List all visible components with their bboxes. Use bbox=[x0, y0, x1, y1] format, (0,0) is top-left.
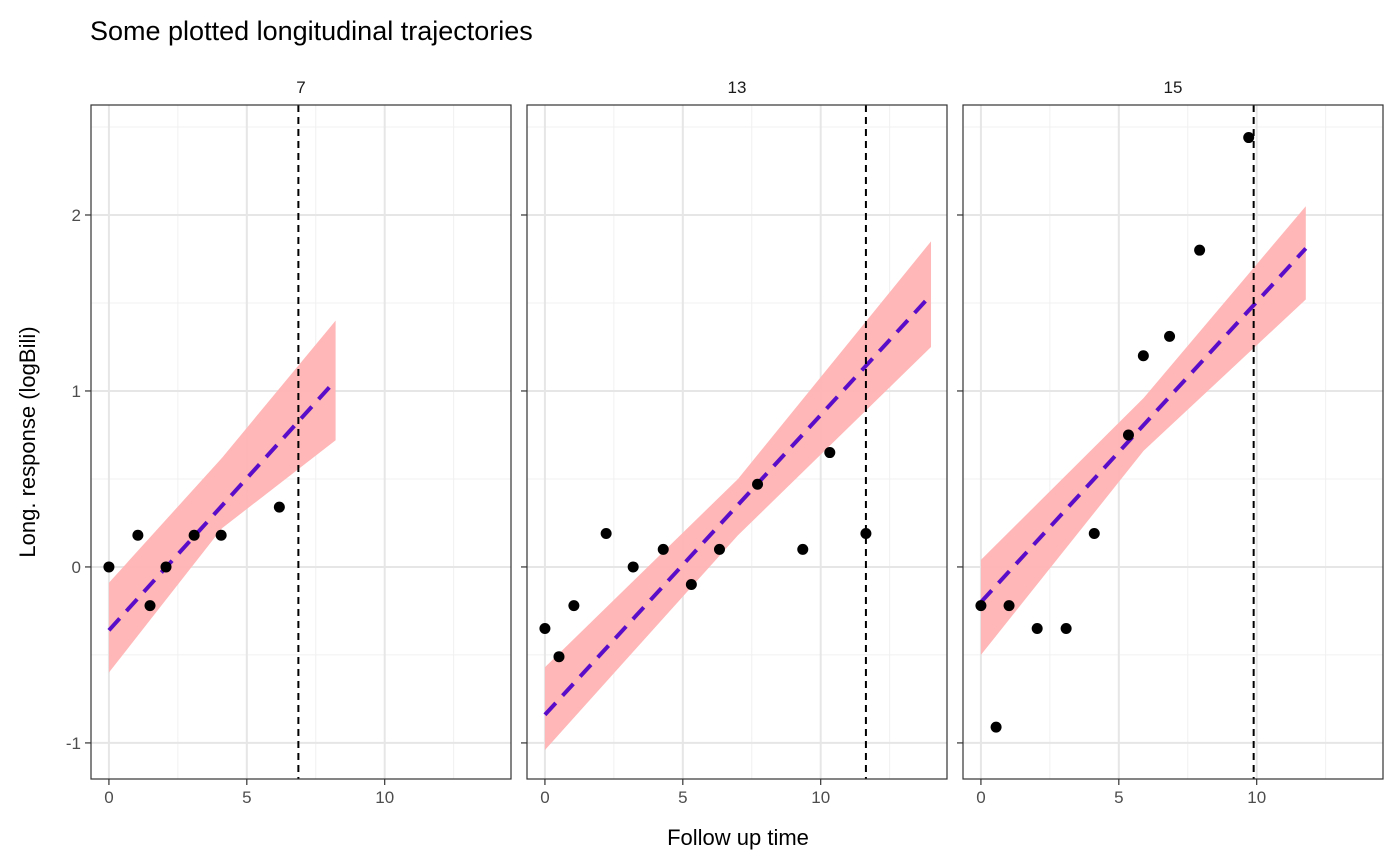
x-tick-label: 0 bbox=[976, 788, 985, 807]
data-point bbox=[685, 579, 697, 591]
data-point bbox=[824, 447, 836, 459]
x-axis-label: Follow up time bbox=[667, 825, 809, 850]
data-point bbox=[103, 561, 115, 573]
y-axis-label: Long. response (logBili) bbox=[15, 326, 40, 557]
x-tick-label: 10 bbox=[811, 788, 830, 807]
data-point bbox=[1137, 350, 1149, 362]
data-point bbox=[797, 543, 809, 555]
data-point bbox=[568, 600, 580, 612]
confidence-band bbox=[108, 320, 336, 673]
data-point bbox=[975, 600, 987, 612]
data-point bbox=[1003, 600, 1015, 612]
fitted-line bbox=[107, 379, 338, 632]
x-tick-label: 5 bbox=[1114, 788, 1123, 807]
panel-border bbox=[526, 104, 948, 780]
confidence-band bbox=[980, 206, 1306, 655]
data-point bbox=[1060, 623, 1072, 635]
fitted-line bbox=[979, 247, 1308, 604]
panel-border bbox=[90, 104, 512, 780]
facet-strip-label: 15 bbox=[1164, 78, 1183, 97]
facet-panel-15: 15 0 5 10 bbox=[957, 78, 1384, 807]
data-point bbox=[1031, 623, 1043, 635]
data-point bbox=[1194, 244, 1206, 256]
confidence-band bbox=[544, 241, 932, 750]
y-tick-label: 2 bbox=[72, 206, 81, 225]
data-point bbox=[600, 528, 612, 540]
x-tick-label: 0 bbox=[104, 788, 113, 807]
facet-strip-label: 7 bbox=[296, 78, 305, 97]
data-point bbox=[860, 528, 872, 540]
data-point bbox=[273, 501, 285, 513]
data-point bbox=[627, 561, 639, 573]
data-point bbox=[144, 600, 156, 612]
x-tick-label: 5 bbox=[242, 788, 251, 807]
data-point bbox=[1088, 528, 1100, 540]
chart-title: Some plotted longitudinal trajectories bbox=[90, 16, 533, 46]
data-point bbox=[215, 529, 227, 541]
x-tick-label: 10 bbox=[375, 788, 394, 807]
data-point bbox=[657, 543, 669, 555]
data-point bbox=[188, 529, 200, 541]
data-point bbox=[713, 543, 725, 555]
y-tick-label: -1 bbox=[66, 734, 81, 753]
data-point bbox=[553, 651, 565, 663]
data-point bbox=[990, 721, 1002, 733]
data-point bbox=[132, 529, 144, 541]
x-tick-label: 10 bbox=[1247, 788, 1266, 807]
y-tick-label: 1 bbox=[72, 382, 81, 401]
facet-panel-7: 7 0 5 10 -1 0 1 2 bbox=[66, 78, 512, 807]
facet-panel-13: 13 0 5 10 bbox=[521, 78, 948, 807]
x-tick-label: 5 bbox=[678, 788, 687, 807]
x-tick-label: 0 bbox=[540, 788, 549, 807]
data-point bbox=[160, 561, 172, 573]
data-point bbox=[1122, 429, 1134, 441]
data-point bbox=[1243, 132, 1255, 144]
data-point bbox=[752, 478, 764, 490]
y-tick-label: 0 bbox=[72, 558, 81, 577]
fitted-line bbox=[543, 293, 933, 717]
data-point bbox=[539, 623, 551, 635]
data-point bbox=[1164, 330, 1176, 342]
panel-border bbox=[962, 104, 1384, 780]
facet-strip-label: 13 bbox=[728, 78, 747, 97]
